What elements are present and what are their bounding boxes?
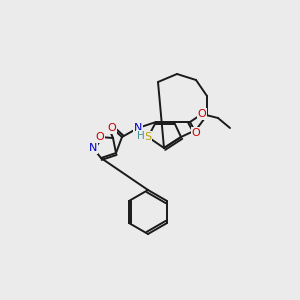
Text: O: O <box>198 109 206 119</box>
Text: O: O <box>192 128 200 138</box>
Text: S: S <box>144 132 152 142</box>
Text: O: O <box>108 123 116 133</box>
Text: O: O <box>96 132 104 142</box>
Text: N: N <box>134 123 142 133</box>
Text: N: N <box>89 143 97 153</box>
Text: H: H <box>137 131 145 141</box>
